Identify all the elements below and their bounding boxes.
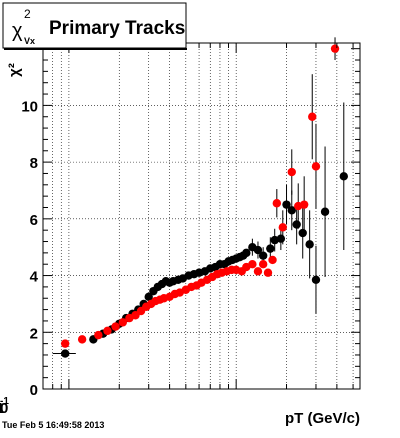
data-point — [77, 335, 87, 344]
y-tick-label: 0 — [30, 382, 38, 399]
y-tick-label: 4 — [30, 269, 39, 286]
data-point — [60, 339, 70, 348]
data-point — [308, 112, 317, 121]
title-box-shadow — [4, 48, 187, 50]
data-point — [278, 223, 287, 232]
data-point — [287, 167, 296, 177]
series-1 — [60, 37, 340, 348]
data-point — [118, 318, 128, 327]
title-subscript: Vx — [24, 36, 35, 46]
y-axis-label: χ² — [6, 63, 23, 77]
data-point — [103, 326, 112, 336]
grid-layer — [42, 43, 360, 389]
data-point — [339, 172, 348, 181]
data-point — [263, 268, 273, 277]
data-point — [266, 244, 275, 253]
x-axis-label: pT (GeV/c) — [285, 410, 360, 427]
data-point — [320, 207, 330, 216]
data-point — [258, 260, 268, 269]
data-point — [311, 275, 321, 285]
chart-title: Primary Tracks — [49, 18, 185, 39]
data-point — [242, 248, 251, 258]
plot-frame — [42, 42, 361, 390]
x-tick-label: 1 — [0, 400, 4, 417]
data-point — [311, 162, 321, 171]
footer-timestamp: Tue Feb 5 16:49:58 2013 — [2, 420, 104, 430]
data-point — [276, 234, 286, 243]
data-point — [111, 322, 120, 331]
data-point — [94, 330, 103, 340]
data-point — [330, 44, 340, 53]
title-box: χ 2 Vx Primary Tracks — [2, 2, 187, 50]
data-point — [253, 245, 263, 255]
data-point — [282, 200, 291, 209]
title-chi-symbol: χ — [12, 20, 23, 42]
title-box-frame — [2, 2, 187, 49]
y-tick-label: 6 — [30, 212, 38, 229]
data-point — [248, 260, 257, 269]
y-tick-label: 10 — [21, 98, 38, 115]
data-point — [287, 206, 296, 215]
data-point — [268, 255, 277, 265]
data-point — [253, 267, 263, 276]
data-point — [272, 199, 282, 208]
data-point — [292, 220, 301, 229]
title-superscript: 2 — [24, 7, 31, 21]
y-tick-label: 2 — [30, 325, 38, 342]
data-point — [299, 200, 309, 209]
y-tick-label: 8 — [30, 155, 38, 172]
data-point — [305, 240, 314, 249]
data-point — [298, 228, 307, 238]
data-point — [60, 349, 70, 358]
data-point — [258, 251, 268, 260]
x-tick-label: 10 — [0, 400, 8, 417]
data-point — [144, 292, 153, 302]
x-tick-label-exponent: -1 — [0, 396, 9, 407]
series-layer — [52, 37, 348, 358]
